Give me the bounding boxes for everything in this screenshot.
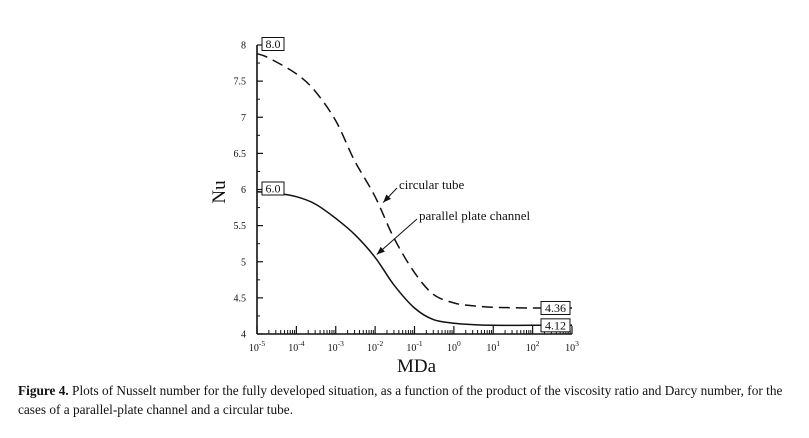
callout-circular-tube: circular tube <box>399 177 465 192</box>
y-tick-label: 6.5 <box>234 149 247 160</box>
callout-arrow-line <box>376 218 418 255</box>
value-box-label: 4.36 <box>545 301 566 315</box>
annotation-group: circular tube parallel plate channel <box>376 177 531 255</box>
x-tick-label: 100 <box>447 339 461 354</box>
value-box-6-0: 6.0 <box>261 181 285 196</box>
y-ticks: 4 4.5 5 5.5 6 6.5 7 7.5 8 <box>234 41 263 341</box>
x-tick-label: 10-3 <box>328 339 344 354</box>
x-tick-label: 103 <box>565 339 579 354</box>
value-box-label: 4.12 <box>545 318 566 332</box>
x-tick-label: 102 <box>526 339 540 354</box>
value-box-label: 8.0 <box>266 37 281 51</box>
y-tick-label: 5.5 <box>234 221 247 232</box>
x-axis-label: MDa <box>397 356 437 377</box>
value-box-8-0: 8.0 <box>261 37 285 51</box>
value-box-4-12: 4.12 <box>540 318 571 333</box>
value-box-label: 6.0 <box>266 182 281 196</box>
y-tick-label: 7.5 <box>234 77 247 88</box>
y-axis-label: Nu <box>209 180 230 204</box>
value-box-frame <box>540 318 571 333</box>
series-group <box>256 52 573 327</box>
nusselt-chart: 44.555.566.577.58 10-5 10-4 10-3 10-2 10-1 10… <box>209 37 579 377</box>
value-box-4-36: 4.36 <box>540 300 571 315</box>
figure-number: Figure 4. <box>18 383 69 398</box>
series-line-parallel-plate <box>256 190 572 327</box>
y-tick-label: 8 <box>241 41 246 52</box>
y-tick-label: 4.5 <box>234 293 247 304</box>
value-box-group: 8.0 6.0 4.36 4.12 <box>261 37 571 333</box>
x-tick-label: 10-1 <box>406 339 422 354</box>
callout-arrow-head <box>383 194 391 203</box>
value-box-frame <box>261 37 285 51</box>
x-ticks: 10-5 10-4 10-3 10-2 10-1 100 101 102 103 <box>249 326 579 354</box>
x-tick-label: 10-2 <box>367 339 383 354</box>
callout-arrow-head <box>376 246 385 255</box>
value-box-frame <box>540 300 571 315</box>
y-tick-label: 6 <box>241 185 246 196</box>
callout-parallel-plate: parallel plate channel <box>419 208 531 223</box>
caption-text: Plots of Nusselt number for the fully de… <box>18 383 783 417</box>
y-tick-label: 5 <box>241 257 246 268</box>
y-tick-label: 4 <box>241 330 246 341</box>
x-tick-label: 10-4 <box>288 339 304 354</box>
figure-caption: Figure 4. Plots of Nusselt number for th… <box>18 381 798 419</box>
series-line-circular-tube <box>256 52 573 309</box>
x-tick-label: 10-5 <box>249 339 265 354</box>
x-tick-label: 101 <box>486 339 500 354</box>
value-box-frame <box>261 181 285 196</box>
y-tick-label: 7 <box>241 113 246 124</box>
